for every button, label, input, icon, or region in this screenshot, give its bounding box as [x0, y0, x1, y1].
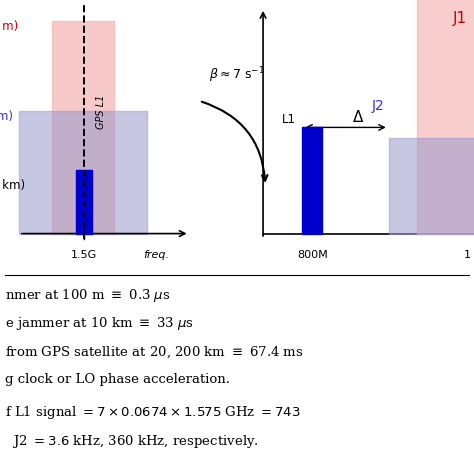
Text: nmer at 100 m $\equiv$ 0.3 $\mu$s: nmer at 100 m $\equiv$ 0.3 $\mu$s: [5, 287, 170, 304]
Text: e jammer at 10 km $\equiv$ 33 $\mu$s: e jammer at 10 km $\equiv$ 33 $\mu$s: [5, 315, 194, 332]
Bar: [417, 0, 474, 234]
Text: from GPS satellite at 20, 200 km $\equiv$ 67.4 ms: from GPS satellite at 20, 200 km $\equiv…: [5, 344, 303, 360]
Bar: [52, 21, 114, 234]
Text: GPS L1: GPS L1: [96, 94, 106, 128]
Text: J2 $= 3.6$ kHz, 360 kHz, respectively.: J2 $= 3.6$ kHz, 360 kHz, respectively.: [5, 433, 258, 450]
Bar: [302, 128, 322, 234]
Text: km): km): [0, 110, 14, 123]
Text: 1.5G: 1.5G: [71, 249, 98, 259]
Text: $\beta \approx 7\ \mathrm{s}^{-1}$: $\beta \approx 7\ \mathrm{s}^{-1}$: [209, 65, 264, 85]
Text: 0 m): 0 m): [0, 20, 18, 33]
Text: 1: 1: [464, 249, 470, 259]
Text: $\Delta$: $\Delta$: [352, 109, 364, 125]
Bar: [389, 138, 474, 234]
Text: freq.: freq.: [144, 249, 169, 259]
Text: f L1 signal $= 7 \times 0.0674 \times 1.575$ GHz $= 743$: f L1 signal $= 7 \times 0.0674 \times 1.…: [5, 404, 300, 421]
Text: J1: J1: [453, 10, 467, 26]
Text: J2: J2: [372, 99, 385, 113]
Bar: [19, 111, 147, 234]
Text: 800M: 800M: [297, 249, 328, 259]
Text: 0 km): 0 km): [0, 179, 25, 192]
Text: L1: L1: [282, 113, 296, 126]
Bar: [76, 170, 92, 234]
Text: g clock or LO phase acceleration.: g clock or LO phase acceleration.: [5, 373, 230, 386]
